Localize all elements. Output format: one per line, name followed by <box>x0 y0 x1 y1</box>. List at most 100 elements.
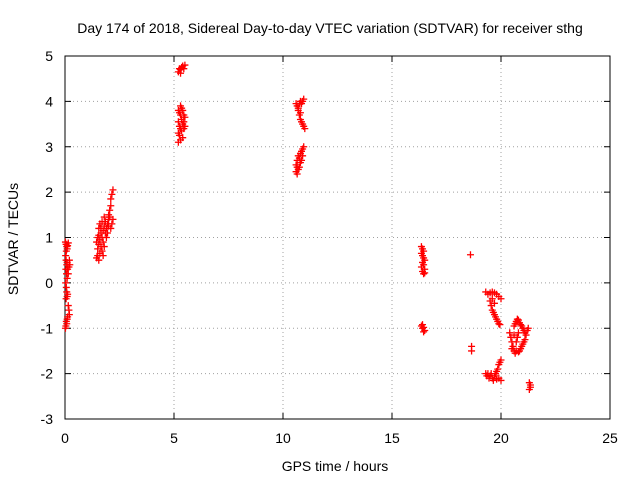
y-tick-label: 3 <box>45 139 53 155</box>
data-point <box>514 329 522 337</box>
y-axis-label: SDTVAR / TECUs <box>5 183 21 295</box>
data-point <box>64 290 72 298</box>
data-point <box>62 247 70 255</box>
data-point <box>62 279 70 287</box>
x-tick-label: 0 <box>61 430 69 446</box>
data-point <box>177 102 185 110</box>
data-point <box>66 261 74 269</box>
data-point <box>497 376 505 384</box>
data-point <box>177 69 185 77</box>
x-axis-label: GPS time / hours <box>282 458 389 474</box>
data-point <box>63 270 71 278</box>
y-tick-label: 2 <box>45 184 53 200</box>
data-point <box>420 328 428 336</box>
grid-lines <box>65 56 610 419</box>
data-point <box>494 365 502 373</box>
data-point <box>97 224 105 232</box>
data-points <box>61 61 534 394</box>
data-point <box>510 331 518 339</box>
data-point <box>64 302 72 310</box>
data-point <box>421 269 429 277</box>
data-point <box>526 383 534 391</box>
data-point <box>174 138 182 146</box>
data-point <box>421 327 429 335</box>
data-point <box>293 163 301 171</box>
data-point <box>106 206 114 214</box>
data-point <box>100 213 108 221</box>
y-tick-label: 4 <box>45 93 53 109</box>
y-tick-label: -1 <box>41 320 54 336</box>
data-point <box>420 270 428 278</box>
data-point <box>517 321 525 329</box>
data-point <box>63 274 71 282</box>
data-point <box>180 125 188 133</box>
y-tick-label: 0 <box>45 275 53 291</box>
data-point <box>489 376 497 384</box>
y-tick-label: -3 <box>41 411 54 427</box>
data-point <box>99 238 107 246</box>
data-point <box>62 295 70 303</box>
data-point <box>497 295 505 303</box>
axis-ticks: 0 5 10 15 20 25 -3 -2 -1 0 1 2 3 4 5 <box>41 48 618 446</box>
data-point <box>490 299 498 307</box>
x-tick-label: 15 <box>384 430 400 446</box>
data-point <box>516 347 524 355</box>
data-point <box>466 251 474 259</box>
data-point <box>179 134 187 142</box>
data-point <box>301 125 309 133</box>
data-point <box>293 170 301 178</box>
data-point <box>62 265 70 273</box>
data-point <box>512 338 520 346</box>
data-point <box>104 229 112 237</box>
data-point <box>181 61 189 69</box>
data-point <box>107 202 115 210</box>
y-tick-label: 1 <box>45 230 53 246</box>
data-point <box>107 195 115 203</box>
y-tick-label: -2 <box>41 366 54 382</box>
data-point <box>522 331 530 339</box>
data-point <box>495 320 503 328</box>
data-point <box>296 109 304 117</box>
data-point <box>488 295 496 303</box>
y-tick-label: 5 <box>45 48 53 64</box>
data-point <box>468 347 476 355</box>
data-point <box>98 247 106 255</box>
data-point <box>107 224 115 232</box>
data-point <box>513 315 521 323</box>
x-tick-label: 5 <box>170 430 178 446</box>
data-point <box>99 252 107 260</box>
plot-frame <box>64 55 611 420</box>
data-point <box>524 324 532 332</box>
data-point <box>300 143 308 151</box>
data-point <box>506 329 514 337</box>
data-point <box>497 356 505 364</box>
data-point <box>97 243 105 251</box>
data-point <box>299 152 307 160</box>
x-tick-label: 20 <box>493 430 509 446</box>
chart-title: Day 174 of 2018, Sidereal Day-to-day VTE… <box>77 20 583 36</box>
data-point <box>508 345 516 353</box>
data-point <box>61 324 69 332</box>
data-point <box>514 348 522 356</box>
data-point <box>419 321 427 329</box>
data-point <box>102 234 110 241</box>
data-point <box>496 321 504 329</box>
x-tick-label: 10 <box>275 430 291 446</box>
data-point <box>108 190 116 198</box>
data-point <box>300 95 308 103</box>
data-point <box>63 320 71 328</box>
data-point <box>98 218 106 226</box>
data-point <box>64 239 72 247</box>
data-point <box>108 220 116 228</box>
data-point <box>180 65 188 73</box>
data-point <box>298 156 306 164</box>
data-point <box>95 256 103 264</box>
data-point <box>493 375 501 383</box>
data-point <box>109 186 117 194</box>
data-point <box>181 113 189 121</box>
data-point <box>180 118 188 126</box>
data-point <box>109 215 117 223</box>
x-tick-label: 25 <box>602 430 618 446</box>
data-point <box>417 263 425 271</box>
